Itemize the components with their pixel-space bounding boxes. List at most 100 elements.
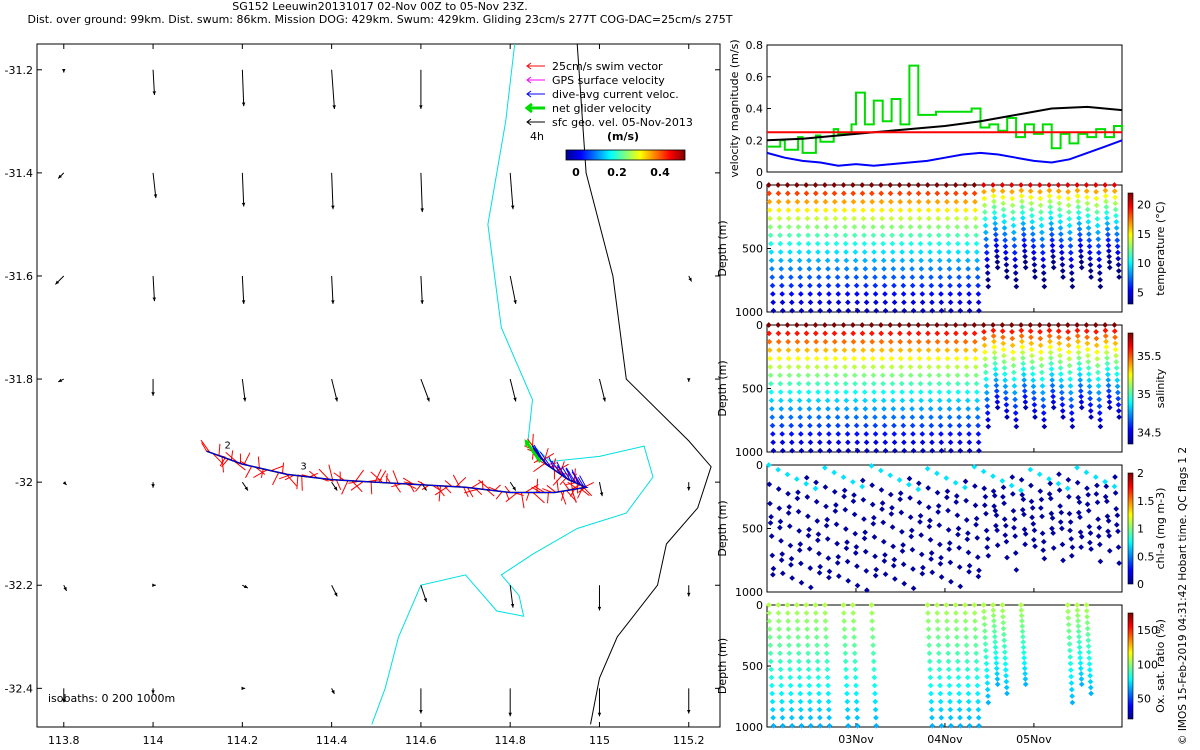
profile-point xyxy=(1056,471,1062,478)
profile-point xyxy=(1058,383,1065,390)
profile-point xyxy=(1047,349,1054,356)
profile-point xyxy=(972,618,978,624)
profile-point xyxy=(844,539,850,546)
profile-point xyxy=(826,722,833,729)
profile-point xyxy=(779,422,785,429)
profile-point xyxy=(947,439,954,446)
swim-vector xyxy=(355,469,364,482)
profile-point xyxy=(938,291,944,297)
profile-point xyxy=(992,639,998,645)
profile-point xyxy=(999,182,1006,188)
profile-point xyxy=(766,618,773,624)
profile-point xyxy=(928,556,934,562)
profile-point xyxy=(898,372,905,379)
profile-point xyxy=(983,243,990,249)
geo-velocity-arrow xyxy=(687,688,691,714)
profile-point xyxy=(860,364,867,370)
profile-point xyxy=(777,518,784,525)
profile-point xyxy=(813,634,820,641)
profile-point xyxy=(798,560,804,567)
profile-point xyxy=(948,578,954,585)
profile-point xyxy=(853,544,860,550)
profile-point xyxy=(990,602,996,608)
isobath-label: isobaths: 0 200 1000m xyxy=(48,692,175,705)
profile-point xyxy=(873,722,880,729)
profile-point xyxy=(991,349,998,356)
profile-point xyxy=(870,520,877,527)
profile-point xyxy=(1068,403,1075,410)
profile-point xyxy=(1056,334,1062,341)
profile-point xyxy=(795,364,802,370)
profile-point xyxy=(871,249,877,255)
profile-point xyxy=(878,190,885,197)
profile-point xyxy=(798,722,805,729)
map-axes: 113.8 114 114.2 114.4 114.6 114.8 115 115.2-31.… xyxy=(5,44,720,747)
profile-point xyxy=(1068,249,1074,256)
profile-point xyxy=(945,372,951,379)
profile-point xyxy=(769,682,775,689)
profile-point xyxy=(1031,527,1038,534)
profile-point xyxy=(766,190,772,197)
profile-point xyxy=(963,207,969,213)
swim-vector xyxy=(281,462,285,474)
profile-point xyxy=(854,582,861,589)
swim-vector xyxy=(438,485,441,502)
profile-point xyxy=(1116,414,1122,420)
profile-point xyxy=(926,523,933,530)
profile-point xyxy=(993,377,999,383)
profile-point xyxy=(816,698,823,705)
profile-point xyxy=(1086,371,1092,377)
profile-point xyxy=(926,355,932,362)
profile-point xyxy=(984,686,991,693)
profile-point xyxy=(795,489,801,496)
geo-velocity-arrow xyxy=(419,69,423,109)
profile-point xyxy=(999,478,1006,484)
map-ytick-label: -31.8 xyxy=(5,373,33,386)
profile-point xyxy=(843,265,850,272)
profile-point xyxy=(863,422,869,429)
profile-point xyxy=(945,650,951,657)
profile-point xyxy=(974,690,981,697)
profile-point xyxy=(1038,496,1045,503)
geo-arrow-head xyxy=(152,583,156,587)
geo-arrow-head xyxy=(513,397,517,402)
profile-point xyxy=(1103,209,1110,216)
profile-point xyxy=(1055,188,1062,194)
profile-point xyxy=(794,190,800,197)
profile-point xyxy=(889,389,896,395)
profile-point xyxy=(955,525,962,532)
profile-point xyxy=(796,397,803,404)
profile-point xyxy=(972,483,978,489)
geo-arrow-head xyxy=(62,68,66,73)
profile-point xyxy=(797,265,803,272)
profile-point xyxy=(1041,555,1048,562)
profile-point xyxy=(1112,490,1119,496)
profile-point xyxy=(871,265,878,272)
profile-point xyxy=(1078,676,1085,682)
profile-point xyxy=(826,447,833,454)
profile-point xyxy=(975,422,981,429)
profile-point xyxy=(994,542,1001,549)
profile-point xyxy=(906,198,913,205)
profile-point xyxy=(972,355,979,362)
profile-point xyxy=(851,634,857,641)
profile-point xyxy=(982,209,988,215)
profile-point xyxy=(906,330,913,337)
profile-point xyxy=(1113,359,1120,365)
profile-point xyxy=(964,666,971,673)
profile-point xyxy=(788,299,795,306)
profile-point xyxy=(1050,259,1057,265)
profile-point xyxy=(900,422,907,429)
swim-vector xyxy=(296,475,299,490)
profile-point xyxy=(805,372,811,379)
profile-point xyxy=(983,236,989,243)
profile-point xyxy=(878,207,885,213)
profile-point xyxy=(1093,335,1100,342)
swim-vector xyxy=(520,492,525,509)
profile-point xyxy=(891,291,898,297)
profile-point xyxy=(1105,237,1112,243)
colorbar-label: Ox. sat. ratio (%) xyxy=(1154,619,1167,713)
swim-vectors xyxy=(200,433,594,509)
geo-arrow-shaft xyxy=(241,172,245,207)
profile-point xyxy=(943,602,950,608)
